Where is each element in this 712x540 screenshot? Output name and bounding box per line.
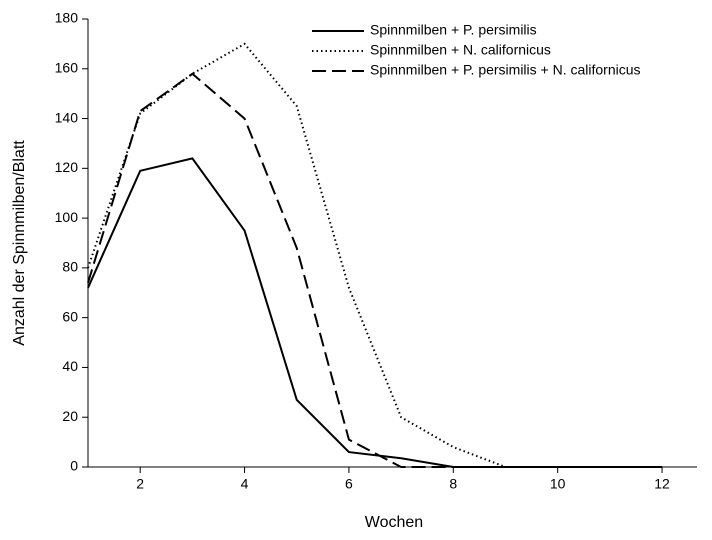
y-tick-label: 60 bbox=[62, 308, 78, 324]
x-tick-label: 8 bbox=[449, 476, 457, 492]
y-tick-label: 20 bbox=[62, 408, 78, 424]
legend-label: Spinnmilben + P. persimilis bbox=[370, 22, 537, 38]
x-tick-label: 6 bbox=[345, 476, 353, 492]
series-line bbox=[87, 157, 663, 468]
y-tick-label: 100 bbox=[55, 209, 79, 225]
y-tick-label: 180 bbox=[55, 10, 79, 26]
x-tick-label: 12 bbox=[654, 476, 670, 492]
y-tick-label: 0 bbox=[70, 458, 78, 474]
y-tick-label: 80 bbox=[62, 259, 78, 275]
legend-label: Spinnmilben + P. persimilis + N. califor… bbox=[370, 62, 641, 78]
series-line bbox=[87, 42, 663, 468]
legend-label: Spinnmilben + N. californicus bbox=[370, 42, 551, 58]
y-tick-label: 140 bbox=[55, 109, 79, 125]
y-tick-label: 40 bbox=[62, 358, 78, 374]
x-tick-label: 4 bbox=[241, 476, 249, 492]
x-tick-label: 2 bbox=[136, 476, 144, 492]
y-tick-label: 120 bbox=[55, 159, 79, 175]
x-axis-title: Wochen bbox=[365, 514, 423, 531]
y-axis-title: Anzahl der Spinnmilben/Blatt bbox=[11, 140, 28, 346]
series-line bbox=[87, 72, 663, 468]
y-tick-label: 160 bbox=[55, 59, 79, 75]
x-tick-label: 10 bbox=[550, 476, 566, 492]
